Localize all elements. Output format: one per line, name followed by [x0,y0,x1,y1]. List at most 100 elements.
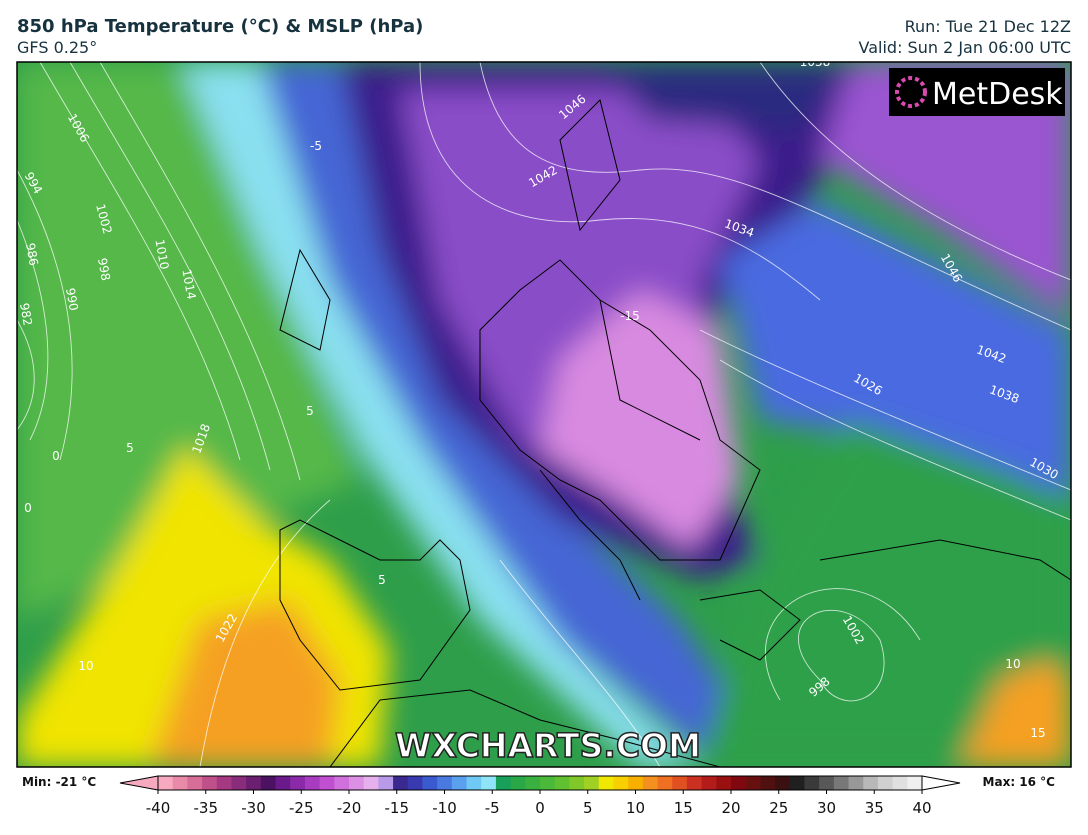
colorbar-segment [584,776,600,790]
colorbar-segment [275,776,291,790]
contour-label: 1010 [152,238,171,271]
colorbar-segment [848,776,864,790]
colorbar-segment [760,776,776,790]
colorbar-segment [613,776,629,790]
colorbar-tick-label: 15 [674,799,693,817]
colorbar-segment [290,776,306,790]
colorbar-segment [554,776,570,790]
colorbar-segment [407,776,423,790]
colorbar-segment [569,776,585,790]
colorbar-tick-label: -25 [289,799,314,817]
contour-label: 998 [95,257,113,282]
contour-label: 982 [17,302,35,327]
colorbar-segment [495,776,512,790]
colorbar-tick-label: -15 [385,799,410,817]
contour-label: 10 [1005,657,1020,671]
contour-label: 10 [78,659,93,673]
colorbar-segment [260,776,277,790]
colorbar-segment [158,776,174,790]
colorbar-segment [231,776,247,790]
colorbar-segment [349,776,365,790]
colorbar-segment [907,776,923,790]
colorbar-segment [393,776,409,790]
contour-label: 5 [126,441,134,455]
contour-label: 990 [63,287,81,312]
colorbar-tick-label: 30 [817,799,836,817]
contour-label: 0 [52,449,60,463]
colorbar-segment [525,776,541,790]
colorbar-segment [363,776,379,790]
colorbar-segment [877,776,894,790]
colorbar-segment [775,776,791,790]
colorbar-segment [334,776,350,790]
colorbar-segment [863,776,879,790]
colorbar-segment [716,776,732,790]
colorbar-tick-label: 25 [769,799,788,817]
map: 1006994100298699898299010101014101810221… [17,51,1071,767]
contour-label: 1038 [712,51,743,65]
colorbar-segment [701,776,717,790]
colorbar-segment [187,776,203,790]
colorbar-segment [437,776,453,790]
colorbar-segment [789,776,805,790]
colorbar-segment [172,776,188,790]
run: Run: Tue 21 Dec 12Z [905,17,1071,36]
colorbar-segment [202,776,218,790]
model: GFS 0.25° [17,38,97,57]
colorbar-tick-label: -10 [432,799,457,817]
contour-label: -15 [620,309,640,323]
contour-label: 1014 [179,268,198,301]
valid: Valid: Sun 2 Jan 06:00 UTC [859,38,1071,57]
colorbar-segment [466,776,482,790]
colorbar-segment [686,776,703,790]
colorbar-arrow-high [921,775,961,791]
colorbar-segment [833,776,850,790]
colorbar-segment [510,776,526,790]
colorbar-segment [731,776,747,790]
colorbar-tick-label: 40 [912,799,931,817]
colorbar-segment [804,776,820,790]
contour-label: -5 [310,139,322,153]
colorbar-tick-label: 5 [583,799,593,817]
colorbar-tick-label: -20 [337,799,362,817]
contour-label: 5 [378,573,386,587]
colorbar-tick-label: 0 [535,799,545,817]
colorbar-tick-label: -30 [241,799,266,817]
colorbar-segment [657,776,673,790]
colorbar-segment [304,776,321,790]
contour-label: 0 [24,501,32,515]
colorbar-tick-label: 10 [626,799,645,817]
logo: MetDesk [932,77,1063,112]
contour-label: 15 [1030,726,1045,740]
contour-label: 1038 [800,55,831,69]
colorbar-segment [892,776,908,790]
colorbar-segment [319,776,335,790]
colorbar-segment [672,776,688,790]
colorbar-segment [481,776,497,790]
colorbar-segment [628,776,644,790]
colorbar-segment [378,776,394,790]
colorbar-segment [540,776,556,790]
colorbar-segment [216,776,232,790]
contour-label: 986 [23,242,41,267]
colorbar-segment [422,776,438,790]
colorbar-segment [451,776,468,790]
map-frame [16,61,1072,768]
colorbar-min: Min: -21 °C [22,775,96,789]
colorbar-segment [246,776,262,790]
colorbar-tick-label: -5 [485,799,500,817]
colorbar-arrow-low [119,775,159,791]
colorbar-tick-label: 20 [721,799,740,817]
colorbar-segment [819,776,835,790]
colorbar-tick-label: -40 [146,799,171,817]
watermark: WXCHARTS.COM [395,726,701,765]
title: 850 hPa Temperature (°C) & MSLP (hPa) [17,16,423,37]
colorbar-segment [745,776,761,790]
colorbar-segment [598,776,614,790]
colorbar: -40 -35 -30 -25 -20 -15 -10 -5 0 5 10 15 20 25 30 35 40 [119,775,961,817]
colorbar-segment [642,776,659,790]
colorbar-max: Max: 16 °C [983,775,1056,789]
contour-label: 5 [306,404,314,418]
colorbar-tick-label: -35 [194,799,219,817]
